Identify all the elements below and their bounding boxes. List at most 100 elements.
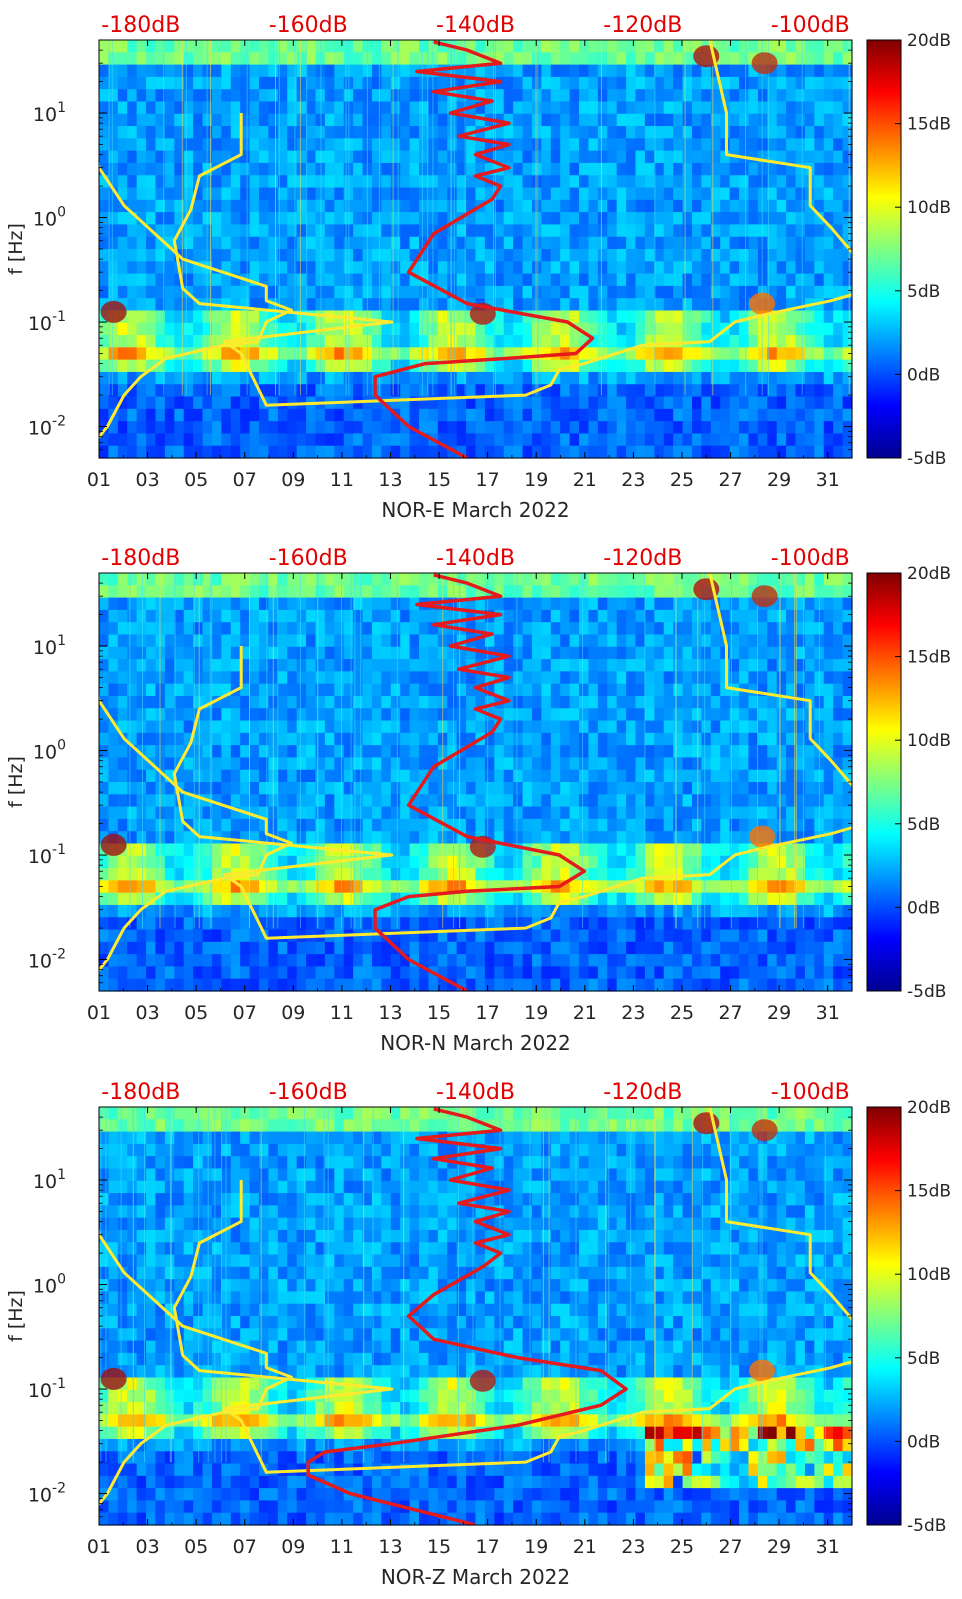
colorbar-tick-label: -5dB (907, 449, 946, 469)
series-1-line (172, 573, 852, 940)
x-tick-label: 03 (135, 1536, 159, 1558)
x-tick-label: 05 (184, 1536, 208, 1558)
x-tick-label: 05 (184, 469, 208, 491)
x-tick-label: 31 (816, 469, 840, 491)
y-tick-label: 10-2 (28, 414, 66, 440)
x-tick-label: 15 (427, 1002, 451, 1024)
x-tick-label: 11 (330, 1536, 354, 1558)
x-tick-label: 25 (670, 1536, 694, 1558)
x-tick-label: 17 (476, 469, 500, 491)
colorbar-tick-label: 20dB (907, 1098, 951, 1118)
x-tick-label: 23 (621, 1536, 645, 1558)
top-db-label: -140dB (436, 546, 515, 571)
x-tick-label: 19 (524, 1002, 548, 1024)
colorbar: 20dB 15dB 10dB 5dB 0dB -5dB (866, 31, 951, 469)
x-tick-label: 01 (87, 1002, 111, 1024)
top-db-label: -160dB (269, 1080, 348, 1105)
colorbar: 20dB 15dB 10dB 5dB 0dB -5dB (866, 564, 951, 1002)
x-tick-label: 13 (378, 1002, 402, 1024)
y-tick-label: 101 (33, 100, 66, 126)
colorbar-tick-label: 10dB (907, 731, 951, 751)
x-tick-label: 19 (524, 469, 548, 491)
series-1-line (172, 40, 852, 407)
x-tick-label: 27 (718, 1002, 742, 1024)
x-tick-label: 29 (767, 1536, 791, 1558)
x-axis-label: NOR-E March 2022 (381, 498, 569, 522)
series-3-line (373, 40, 595, 458)
x-tick-label: 29 (767, 469, 791, 491)
top-db-label: -180dB (101, 546, 180, 571)
top-db-label: -180dB (101, 13, 180, 38)
y-tick-label: 100 (33, 205, 66, 231)
x-tick-label: 05 (184, 1002, 208, 1024)
x-tick-label: 29 (767, 1002, 791, 1024)
colorbar-tick-label: 0dB (907, 1432, 940, 1452)
top-db-label: -100dB (771, 1080, 850, 1105)
top-db-label: -120dB (603, 1080, 682, 1105)
colorbar-tick-label: 10dB (907, 198, 951, 218)
x-tick-label: 21 (573, 469, 597, 491)
colorbar-tick-label: 15dB (907, 648, 951, 668)
colorbar-tick-label: 5dB (907, 1349, 940, 1369)
colorbar-tick-label: 0dB (907, 365, 940, 385)
y-tick-label: 101 (33, 1167, 66, 1193)
x-tick-label: 25 (670, 469, 694, 491)
x-tick-label: 17 (476, 1536, 500, 1558)
x-tick-label: 03 (135, 1002, 159, 1024)
x-tick-label: 09 (281, 1002, 305, 1024)
x-tick-label: 31 (816, 1536, 840, 1558)
top-db-label: -160dB (269, 546, 348, 571)
y-axis-label: f [Hz] (5, 1290, 27, 1342)
top-db-label: -120dB (603, 13, 682, 38)
x-tick-label: 25 (670, 1002, 694, 1024)
colorbar-tick-label: 15dB (907, 115, 951, 135)
x-tick-label: 03 (135, 469, 159, 491)
x-tick-label: 07 (233, 469, 257, 491)
y-tick-label: 10-1 (28, 309, 66, 335)
x-tick-label: 23 (621, 469, 645, 491)
x-axis-label: NOR-N March 2022 (380, 1031, 571, 1055)
colorbar-tick-label: -5dB (907, 1516, 946, 1536)
top-db-label: -180dB (101, 1080, 180, 1105)
series-1-line (172, 1107, 852, 1474)
x-tick-label: 13 (378, 1536, 402, 1558)
x-axis-label: NOR-Z March 2022 (381, 1565, 570, 1589)
top-db-label: -100dB (771, 546, 850, 571)
top-db-label: -160dB (269, 13, 348, 38)
x-tick-label: 19 (524, 1536, 548, 1558)
x-tick-label: 15 (427, 1536, 451, 1558)
x-tick-label: 11 (330, 1002, 354, 1024)
y-tick-label: 10-2 (28, 1481, 66, 1507)
panel-3: 01 03 05 07 09 11 13 15 17 19 21 23 25 27 29 31 10-2 10-1… (5, 1080, 951, 1589)
top-db-label: -120dB (603, 546, 682, 571)
y-axis-label: f [Hz] (5, 223, 27, 275)
x-tick-label: 01 (87, 469, 111, 491)
x-tick-label: 27 (718, 1536, 742, 1558)
top-db-label: -140dB (436, 13, 515, 38)
x-tick-label: 21 (573, 1002, 597, 1024)
y-tick-label: 10-1 (28, 1376, 66, 1402)
series-3-line (373, 573, 587, 991)
x-tick-label: 11 (330, 469, 354, 491)
x-tick-label: 17 (476, 1002, 500, 1024)
series-2-line (99, 157, 293, 440)
x-tick-label: 09 (281, 1536, 305, 1558)
x-tick-label: 23 (621, 1002, 645, 1024)
x-tick-label: 07 (233, 1002, 257, 1024)
x-tick-label: 15 (427, 469, 451, 491)
y-tick-label: 10-1 (28, 842, 66, 868)
colorbar-tick-label: 0dB (907, 898, 940, 918)
colorbar-tick-label: 15dB (907, 1182, 951, 1202)
series-3-line (306, 1107, 628, 1525)
x-tick-label: 21 (573, 1536, 597, 1558)
x-tick-label: 13 (378, 469, 402, 491)
colorbar-tick-label: 20dB (907, 564, 951, 584)
colorbar-tick-label: 5dB (907, 282, 940, 302)
series-2-line (99, 690, 293, 973)
series-2-line (99, 1224, 293, 1507)
x-tick-label: 01 (87, 1536, 111, 1558)
colorbar-tick-label: -5dB (907, 982, 946, 1002)
colorbar-tick-label: 20dB (907, 31, 951, 51)
x-tick-label: 31 (816, 1002, 840, 1024)
